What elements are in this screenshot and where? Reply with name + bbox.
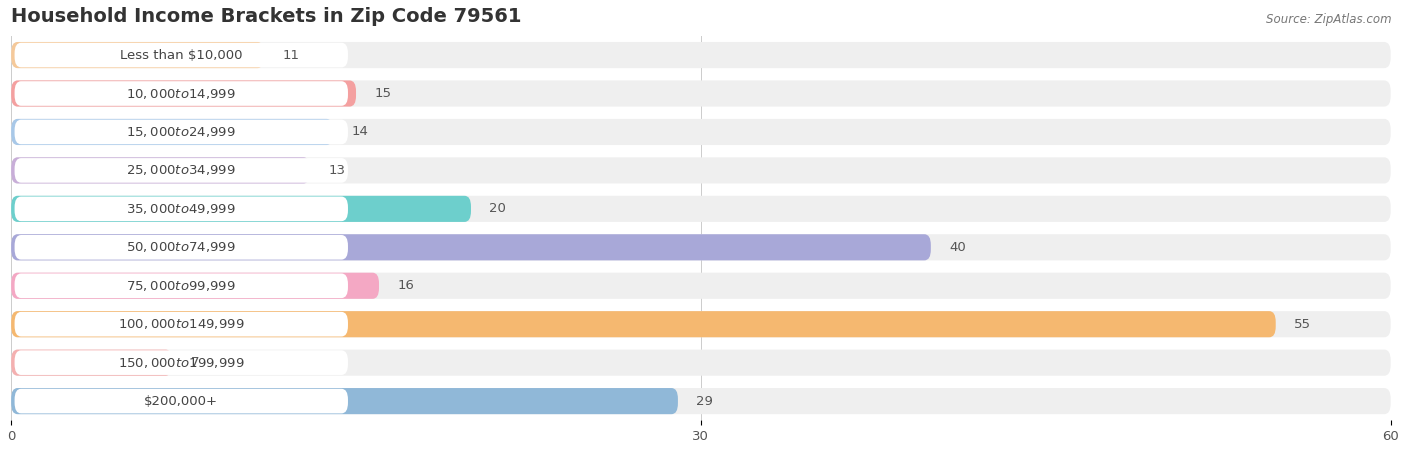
FancyBboxPatch shape [11,81,1391,107]
FancyBboxPatch shape [11,81,356,107]
FancyBboxPatch shape [11,311,1391,338]
Text: 55: 55 [1294,318,1312,331]
FancyBboxPatch shape [11,196,1391,222]
FancyBboxPatch shape [11,234,1391,261]
FancyBboxPatch shape [14,274,347,298]
Text: Source: ZipAtlas.com: Source: ZipAtlas.com [1267,14,1392,27]
FancyBboxPatch shape [11,273,1391,299]
Text: $10,000 to $14,999: $10,000 to $14,999 [127,86,236,100]
Text: $75,000 to $99,999: $75,000 to $99,999 [127,279,236,293]
Text: $15,000 to $24,999: $15,000 to $24,999 [127,125,236,139]
FancyBboxPatch shape [14,197,347,221]
Text: Household Income Brackets in Zip Code 79561: Household Income Brackets in Zip Code 79… [11,7,522,26]
FancyBboxPatch shape [11,158,311,184]
FancyBboxPatch shape [11,158,1391,184]
FancyBboxPatch shape [14,235,347,260]
FancyBboxPatch shape [14,312,347,337]
FancyBboxPatch shape [14,389,347,414]
Text: 15: 15 [374,87,391,100]
FancyBboxPatch shape [11,42,264,68]
FancyBboxPatch shape [11,196,471,222]
FancyBboxPatch shape [11,234,931,261]
Text: 14: 14 [352,126,368,139]
FancyBboxPatch shape [11,119,333,145]
Text: 16: 16 [398,279,415,292]
Text: $200,000+: $200,000+ [145,395,218,408]
FancyBboxPatch shape [14,120,347,144]
FancyBboxPatch shape [11,119,1391,145]
FancyBboxPatch shape [14,351,347,375]
FancyBboxPatch shape [14,158,347,183]
FancyBboxPatch shape [11,350,1391,376]
FancyBboxPatch shape [14,81,347,106]
FancyBboxPatch shape [11,42,1391,68]
Text: $150,000 to $199,999: $150,000 to $199,999 [118,356,245,369]
Text: Less than $10,000: Less than $10,000 [120,49,242,62]
FancyBboxPatch shape [11,350,172,376]
Text: $50,000 to $74,999: $50,000 to $74,999 [127,240,236,254]
Text: 11: 11 [283,49,299,62]
Text: 40: 40 [949,241,966,254]
FancyBboxPatch shape [14,43,347,68]
Text: $25,000 to $34,999: $25,000 to $34,999 [127,163,236,177]
Text: 20: 20 [489,202,506,216]
Text: 7: 7 [190,356,200,369]
Text: $35,000 to $49,999: $35,000 to $49,999 [127,202,236,216]
FancyBboxPatch shape [11,388,678,414]
Text: 13: 13 [329,164,346,177]
FancyBboxPatch shape [11,388,1391,414]
FancyBboxPatch shape [11,273,380,299]
Text: 29: 29 [696,395,713,408]
FancyBboxPatch shape [11,311,1275,338]
Text: $100,000 to $149,999: $100,000 to $149,999 [118,317,245,331]
